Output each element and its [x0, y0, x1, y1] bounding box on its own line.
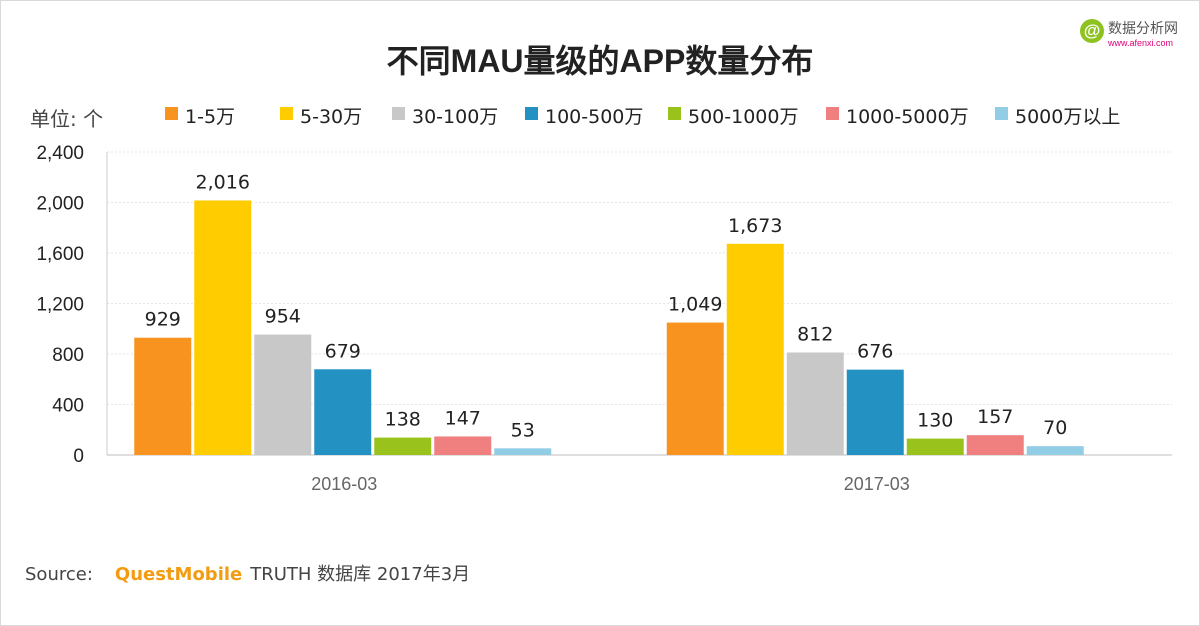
data-label: 929 [145, 309, 181, 331]
bar [494, 448, 552, 455]
bar [906, 438, 964, 455]
bar [726, 243, 784, 455]
legend-swatch [826, 107, 839, 120]
legend-label: 1000-5000万 [846, 106, 969, 128]
data-label: 130 [917, 410, 953, 432]
data-label: 53 [511, 419, 535, 441]
bar [194, 200, 252, 455]
bar [786, 352, 844, 455]
data-label: 147 [445, 407, 481, 429]
x-category-label: 2017-03 [844, 474, 910, 494]
data-label: 954 [265, 306, 301, 328]
y-tick-label: 1,600 [36, 244, 84, 265]
data-label: 1,049 [668, 294, 722, 316]
data-label: 812 [797, 323, 833, 345]
legend-swatch [525, 107, 538, 120]
legend-label: 5000万以上 [1015, 106, 1121, 128]
bar [1026, 446, 1084, 455]
legend-label: 500-1000万 [688, 106, 799, 128]
y-tick-label: 800 [52, 345, 84, 366]
at-sign-icon: @ [1080, 19, 1104, 43]
data-label: 157 [977, 406, 1013, 428]
legend-label: 100-500万 [545, 106, 644, 128]
y-tick-label: 0 [73, 446, 84, 467]
data-label: 676 [857, 341, 893, 363]
y-tick-label: 2,400 [36, 143, 84, 164]
legend-swatch [668, 107, 681, 120]
data-label: 679 [325, 340, 361, 362]
y-tick-label: 1,200 [36, 295, 84, 316]
legend-swatch [165, 107, 178, 120]
y-tick-label: 2,000 [36, 194, 84, 215]
legend-swatch [995, 107, 1008, 120]
bar [254, 334, 312, 455]
bar [374, 437, 432, 455]
bar [434, 436, 492, 455]
bar [314, 369, 372, 455]
bar [134, 337, 192, 455]
legend-label: 5-30万 [300, 106, 363, 128]
bar [966, 435, 1024, 455]
y-tick-label: 400 [52, 396, 84, 417]
bar [846, 369, 904, 455]
data-label: 1,673 [728, 215, 782, 237]
source-text: TRUTH 数据库 2017年3月 [250, 564, 471, 585]
logo-name: 数据分析网 [1108, 21, 1178, 37]
afenxi-logo[interactable]: @ 数据分析网 www.afenxi.com [1080, 16, 1190, 52]
logo-url: www.afenxi.com [1108, 38, 1174, 48]
legend-swatch [392, 107, 405, 120]
x-category-label: 2016-03 [311, 474, 377, 494]
source-line: Source: QuestMobile TRUTH 数据库 2017年3月 [25, 560, 470, 586]
bar [666, 322, 724, 455]
unit-label: 单位: 个 [30, 107, 104, 131]
data-label: 70 [1043, 417, 1067, 439]
data-label: 138 [385, 409, 421, 431]
legend-label: 30-100万 [412, 106, 499, 128]
legend-swatch [280, 107, 293, 120]
data-label: 2,016 [196, 171, 250, 193]
source-label: Source: [25, 564, 93, 585]
legend-label: 1-5万 [185, 106, 236, 128]
source-brand: QuestMobile [114, 564, 243, 585]
chart-title: 不同MAU量级的APP数量分布 [386, 43, 814, 79]
